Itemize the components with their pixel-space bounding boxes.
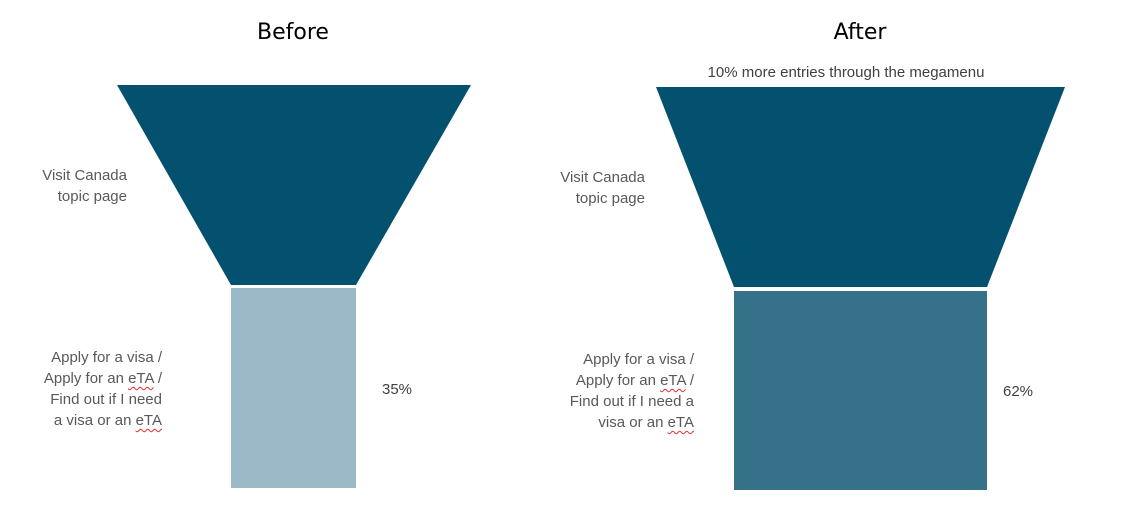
stage-label-top-after: Visit Canada topic page — [560, 167, 645, 209]
funnel-panel-before: Before Visit Canada topic page Apply for… — [0, 0, 540, 517]
conversion-percent-before: 35% — [382, 381, 413, 398]
funnel-panel-after: After 10% more entries through the megam… — [540, 0, 1137, 517]
stage-label-line: topic page — [57, 188, 127, 205]
funnel-before — [117, 85, 471, 488]
stage-label-line: Apply for a visa / — [51, 349, 162, 366]
funnel-after — [656, 87, 1065, 490]
panel-title-after: After — [833, 20, 887, 45]
stage-label-line: Find out if I need — [50, 391, 162, 408]
stage-label-line: Apply for an eTA / — [43, 370, 162, 387]
panel-title-before: Before — [257, 20, 329, 45]
stage-label-line: Apply for an eTA / — [575, 372, 694, 389]
stage-label-line: a visa or an eTA — [53, 412, 162, 429]
stage-label-bottom-before: Apply for a visa / Apply for an eTA / Fi… — [44, 347, 162, 431]
stage-label-line: visa or an eTA — [598, 414, 694, 431]
stage-label-bottom-after: Apply for a visa / Apply for an eTA / Fi… — [570, 349, 694, 433]
stage-label-line: topic page — [575, 190, 645, 207]
funnel-stage-bottom-before — [231, 288, 356, 488]
stage-label-top-before: Visit Canada topic page — [42, 165, 127, 207]
conversion-percent-after: 62% — [1003, 383, 1034, 400]
funnel-stage-top-after — [656, 87, 1065, 287]
stage-label-line: Visit Canada — [560, 169, 645, 186]
funnel-note-after: 10% more entries through the megamenu — [707, 64, 985, 81]
funnel-stage-bottom-after — [734, 291, 987, 490]
stage-label-line: Visit Canada — [42, 167, 127, 184]
stage-label-line: Apply for a visa / — [583, 351, 694, 368]
stage-label-line: Find out if I need a — [569, 393, 694, 410]
funnel-stage-top-before — [117, 85, 471, 285]
